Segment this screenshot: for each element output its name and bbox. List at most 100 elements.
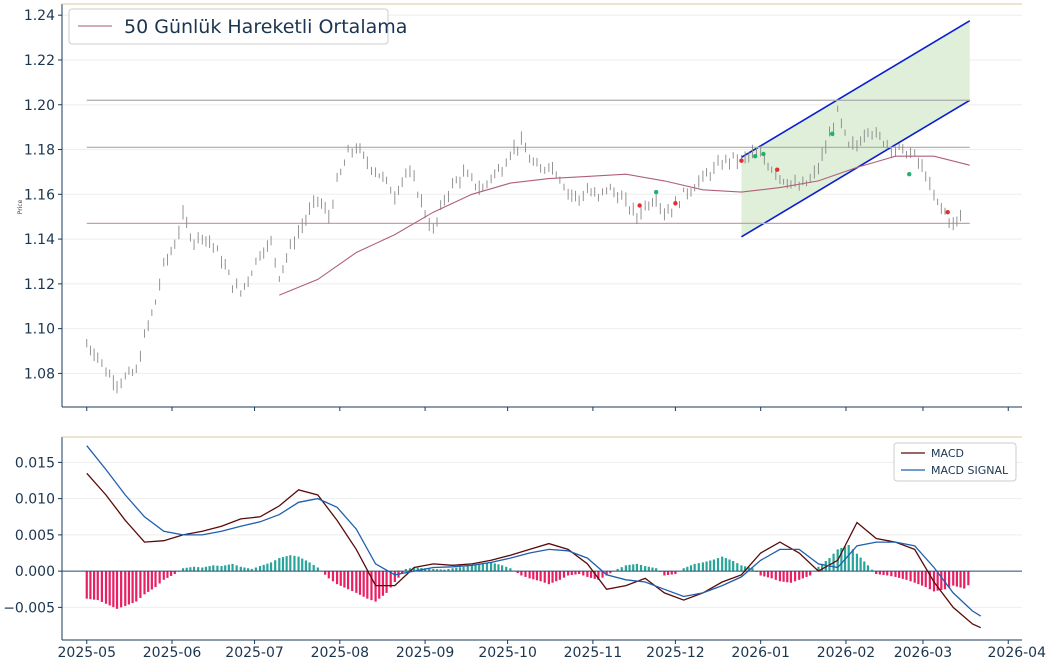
histogram-bar [216,565,219,572]
histogram-bar [736,563,739,572]
histogram-bar [520,571,523,576]
histogram-bar [269,562,273,572]
histogram-bar [705,561,708,572]
channel-lower-line [741,99,971,238]
histogram-bar [740,565,743,572]
histogram-bar [124,571,127,606]
histogram-bar [940,571,943,590]
histogram-bar [131,571,134,604]
histogram-bar [898,571,901,578]
histogram-bar [628,564,631,572]
buy-signal-dot [830,131,835,137]
histogram-bar [481,563,484,572]
histogram-bar [782,571,785,582]
histogram-bar [139,571,142,598]
histogram-bar [478,564,481,572]
histogram-bar [601,571,604,578]
histogram-bar [432,568,435,572]
histogram-bar [147,571,150,592]
histogram-bar [878,571,881,575]
histogram-bar [135,571,138,602]
histogram-bar [589,571,593,578]
x-axis-ticks: 2025-05 2025-06 2025-07 2025-08 2025-09 2025-… [58,640,1046,661]
histogram-bar [582,571,585,576]
histogram-bar [709,560,712,572]
histogram-bar [697,563,700,572]
histogram-bar [655,568,658,572]
buy-signal-dot [761,151,766,157]
histogram-bar [346,571,350,590]
price-tick-label: 1.18 [24,143,55,159]
histogram-bar [798,571,801,580]
buy-signal-dot [752,154,758,159]
histogram-bar [770,571,773,579]
histogram-bar [840,547,843,572]
histogram-bar [859,557,862,572]
histogram-bar [570,571,573,575]
histogram-bar [847,545,850,572]
histogram-bar [886,571,889,576]
histogram-bar [490,562,493,572]
x-tick-label: 2025-12 [646,645,705,661]
histogram-bar [192,566,196,572]
histogram-bar [324,571,327,575]
macd-tick-label: 0.015 [15,455,55,471]
histogram-bar [335,571,339,585]
histogram-bar [578,571,581,575]
histogram-bar [751,568,754,572]
histogram-bar [955,571,958,587]
histogram-bar [281,557,285,572]
histogram-bar [250,568,253,572]
price-axes [61,3,1022,411]
histogram-bar [366,571,369,599]
histogram-bar [728,559,731,572]
histogram-bar [308,562,311,572]
histogram-bar [620,567,623,572]
histogram-bar [189,567,192,572]
x-tick-label: 2026-01 [731,645,790,661]
price-tick-label: 1.10 [24,322,55,338]
histogram-bar [547,571,550,585]
histogram-bar [666,571,670,575]
histogram-bar [247,568,250,572]
histogram-bar [301,558,304,572]
histogram-bar [362,571,365,597]
histogram-bar [632,564,635,572]
histogram-bar [663,571,666,576]
histogram-bar [127,571,131,605]
buy-signal-dot [907,171,912,177]
histogram-bar [470,565,473,572]
histogram-bar [455,567,458,572]
channel-upper-line [741,20,971,159]
histogram-bar [462,566,465,572]
histogram-bar [890,571,893,577]
histogram-bar [381,571,385,596]
sell-signal-dot [673,201,678,206]
histogram-bar [786,571,789,583]
histogram-bar [917,571,920,585]
histogram-bar [108,571,111,606]
histogram-bar [208,566,211,572]
histogram-bar [670,571,673,575]
price-panel: 1.08 1.10 1.12 1.14 1.16 1.18 1.20 1.22 1.24 Pri… [17,3,1022,411]
histogram-bar [855,553,859,572]
histogram-bar [712,559,716,572]
macd-tick-label: 0.005 [15,528,55,544]
histogram-bar [235,565,238,572]
histogram-bar [331,571,335,582]
sell-signal-dot [774,167,780,172]
macd-y-ticks: −0.005 0.000 0.005 0.010 0.015 [3,455,62,616]
histogram-bar [158,571,161,584]
histogram-bar [562,571,566,578]
price-legend: 50 Günlük Hareketli Ortalama [68,8,407,45]
histogram-bar [905,571,908,580]
histogram-bar [100,571,103,602]
histogram-bar [262,564,265,572]
histogram-bar [516,571,519,574]
histogram-bar [747,567,750,572]
histogram-bar [393,571,396,582]
x-tick-label: 2025-07 [225,645,284,661]
histogram-bar [304,560,307,572]
histogram-bar [936,571,939,591]
